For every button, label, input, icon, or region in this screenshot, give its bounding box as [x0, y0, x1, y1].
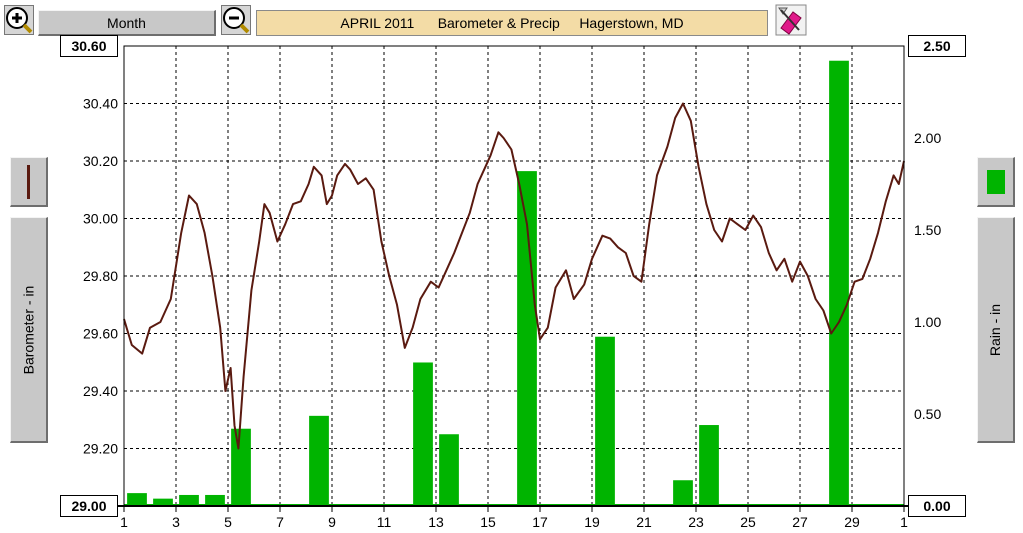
- x-tick-label: 27: [792, 514, 808, 530]
- title-location: Hagerstown, MD: [579, 15, 684, 31]
- rain-tick-label: 1.00: [914, 314, 941, 330]
- barometer-tick-label: 29.60: [83, 326, 118, 342]
- barometer-tick-label: 29.20: [83, 441, 118, 457]
- line-swatch-icon: [26, 164, 30, 199]
- rain-tick-label: 2.00: [914, 130, 941, 146]
- x-tick-label: 5: [224, 514, 232, 530]
- x-tick-label: 11: [377, 514, 392, 530]
- rain-tick-label: 0.50: [914, 406, 941, 422]
- pen-eraser-icon: [775, 4, 807, 36]
- magnifier-minus-icon: [223, 7, 250, 34]
- rain-bar: [517, 171, 537, 506]
- rain-bar: [413, 362, 433, 506]
- rain-axis-title[interactable]: Rain - in: [977, 217, 1015, 443]
- barometer-legend-button[interactable]: [10, 157, 48, 207]
- rain-bar: [829, 60, 849, 506]
- title-month: APRIL 2011: [340, 15, 415, 31]
- x-tick-label: 3: [172, 514, 180, 530]
- x-tick-label: 1: [900, 514, 908, 530]
- x-tick-label: 9: [328, 514, 336, 530]
- settings-button[interactable]: [774, 3, 808, 37]
- barometer-series-line: [123, 102, 905, 450]
- rain-bar: [699, 425, 719, 506]
- barometer-max-box: 30.60: [60, 35, 118, 57]
- x-tick-label: 21: [636, 514, 652, 530]
- x-tick-label: 1: [120, 514, 128, 530]
- rain-bar: [309, 415, 329, 506]
- x-tick-label: 15: [480, 514, 496, 530]
- rain-bar: [595, 336, 615, 506]
- period-label: Month: [107, 14, 146, 31]
- x-tick-label: 13: [428, 514, 444, 530]
- x-tick-label: 17: [532, 514, 548, 530]
- x-tick-label: 19: [584, 514, 600, 530]
- plot-frame: [118, 45, 910, 507]
- barometer-tick-label: 29.80: [83, 268, 118, 284]
- rain-bar: [231, 428, 251, 506]
- rain-bar: [673, 480, 693, 506]
- rain-bar: [153, 498, 173, 506]
- chart-title-banner: APRIL 2011 Barometer & Precip Hagerstown…: [256, 10, 768, 36]
- x-tick-label: 25: [740, 514, 756, 530]
- barometer-tick-label: 30.20: [83, 153, 118, 169]
- barometer-tick-label: 30.00: [83, 211, 118, 227]
- bar-swatch-icon: [986, 169, 1005, 194]
- rain-min-box: 0.00: [908, 495, 966, 517]
- rain-bar: [439, 434, 459, 506]
- rain-max-box: 2.50: [908, 35, 966, 57]
- x-tick-label: 29: [844, 514, 860, 530]
- barometer-tick-label: 30.40: [83, 96, 118, 112]
- zoom-out-button[interactable]: [221, 5, 251, 35]
- x-tick-labels: 1 3 5 7 9 11 13 15 17 19 21 23 25 27 29 130.4030.2030.0…: [83, 96, 942, 531]
- x-tick-label: 7: [276, 514, 284, 530]
- period-select-button[interactable]: Month: [38, 10, 216, 36]
- rain-legend-button[interactable]: [977, 157, 1015, 207]
- barometer-tick-label: 29.40: [83, 383, 118, 399]
- barometer-min-box: 29.00: [60, 495, 118, 517]
- magnifier-plus-icon: [6, 7, 33, 34]
- rain-bar: [205, 494, 225, 506]
- title-chart: Barometer & Precip: [437, 15, 560, 31]
- barometer-axis-title[interactable]: Barometer - in: [10, 217, 48, 443]
- rain-bar: [179, 494, 199, 506]
- barometer-line: [123, 102, 905, 450]
- zoom-in-button[interactable]: [4, 5, 34, 35]
- rain-bar: [127, 493, 147, 506]
- rain-bars: [124, 60, 904, 506]
- rain-tick-label: 1.50: [914, 222, 941, 238]
- x-tick-label: 23: [688, 514, 704, 530]
